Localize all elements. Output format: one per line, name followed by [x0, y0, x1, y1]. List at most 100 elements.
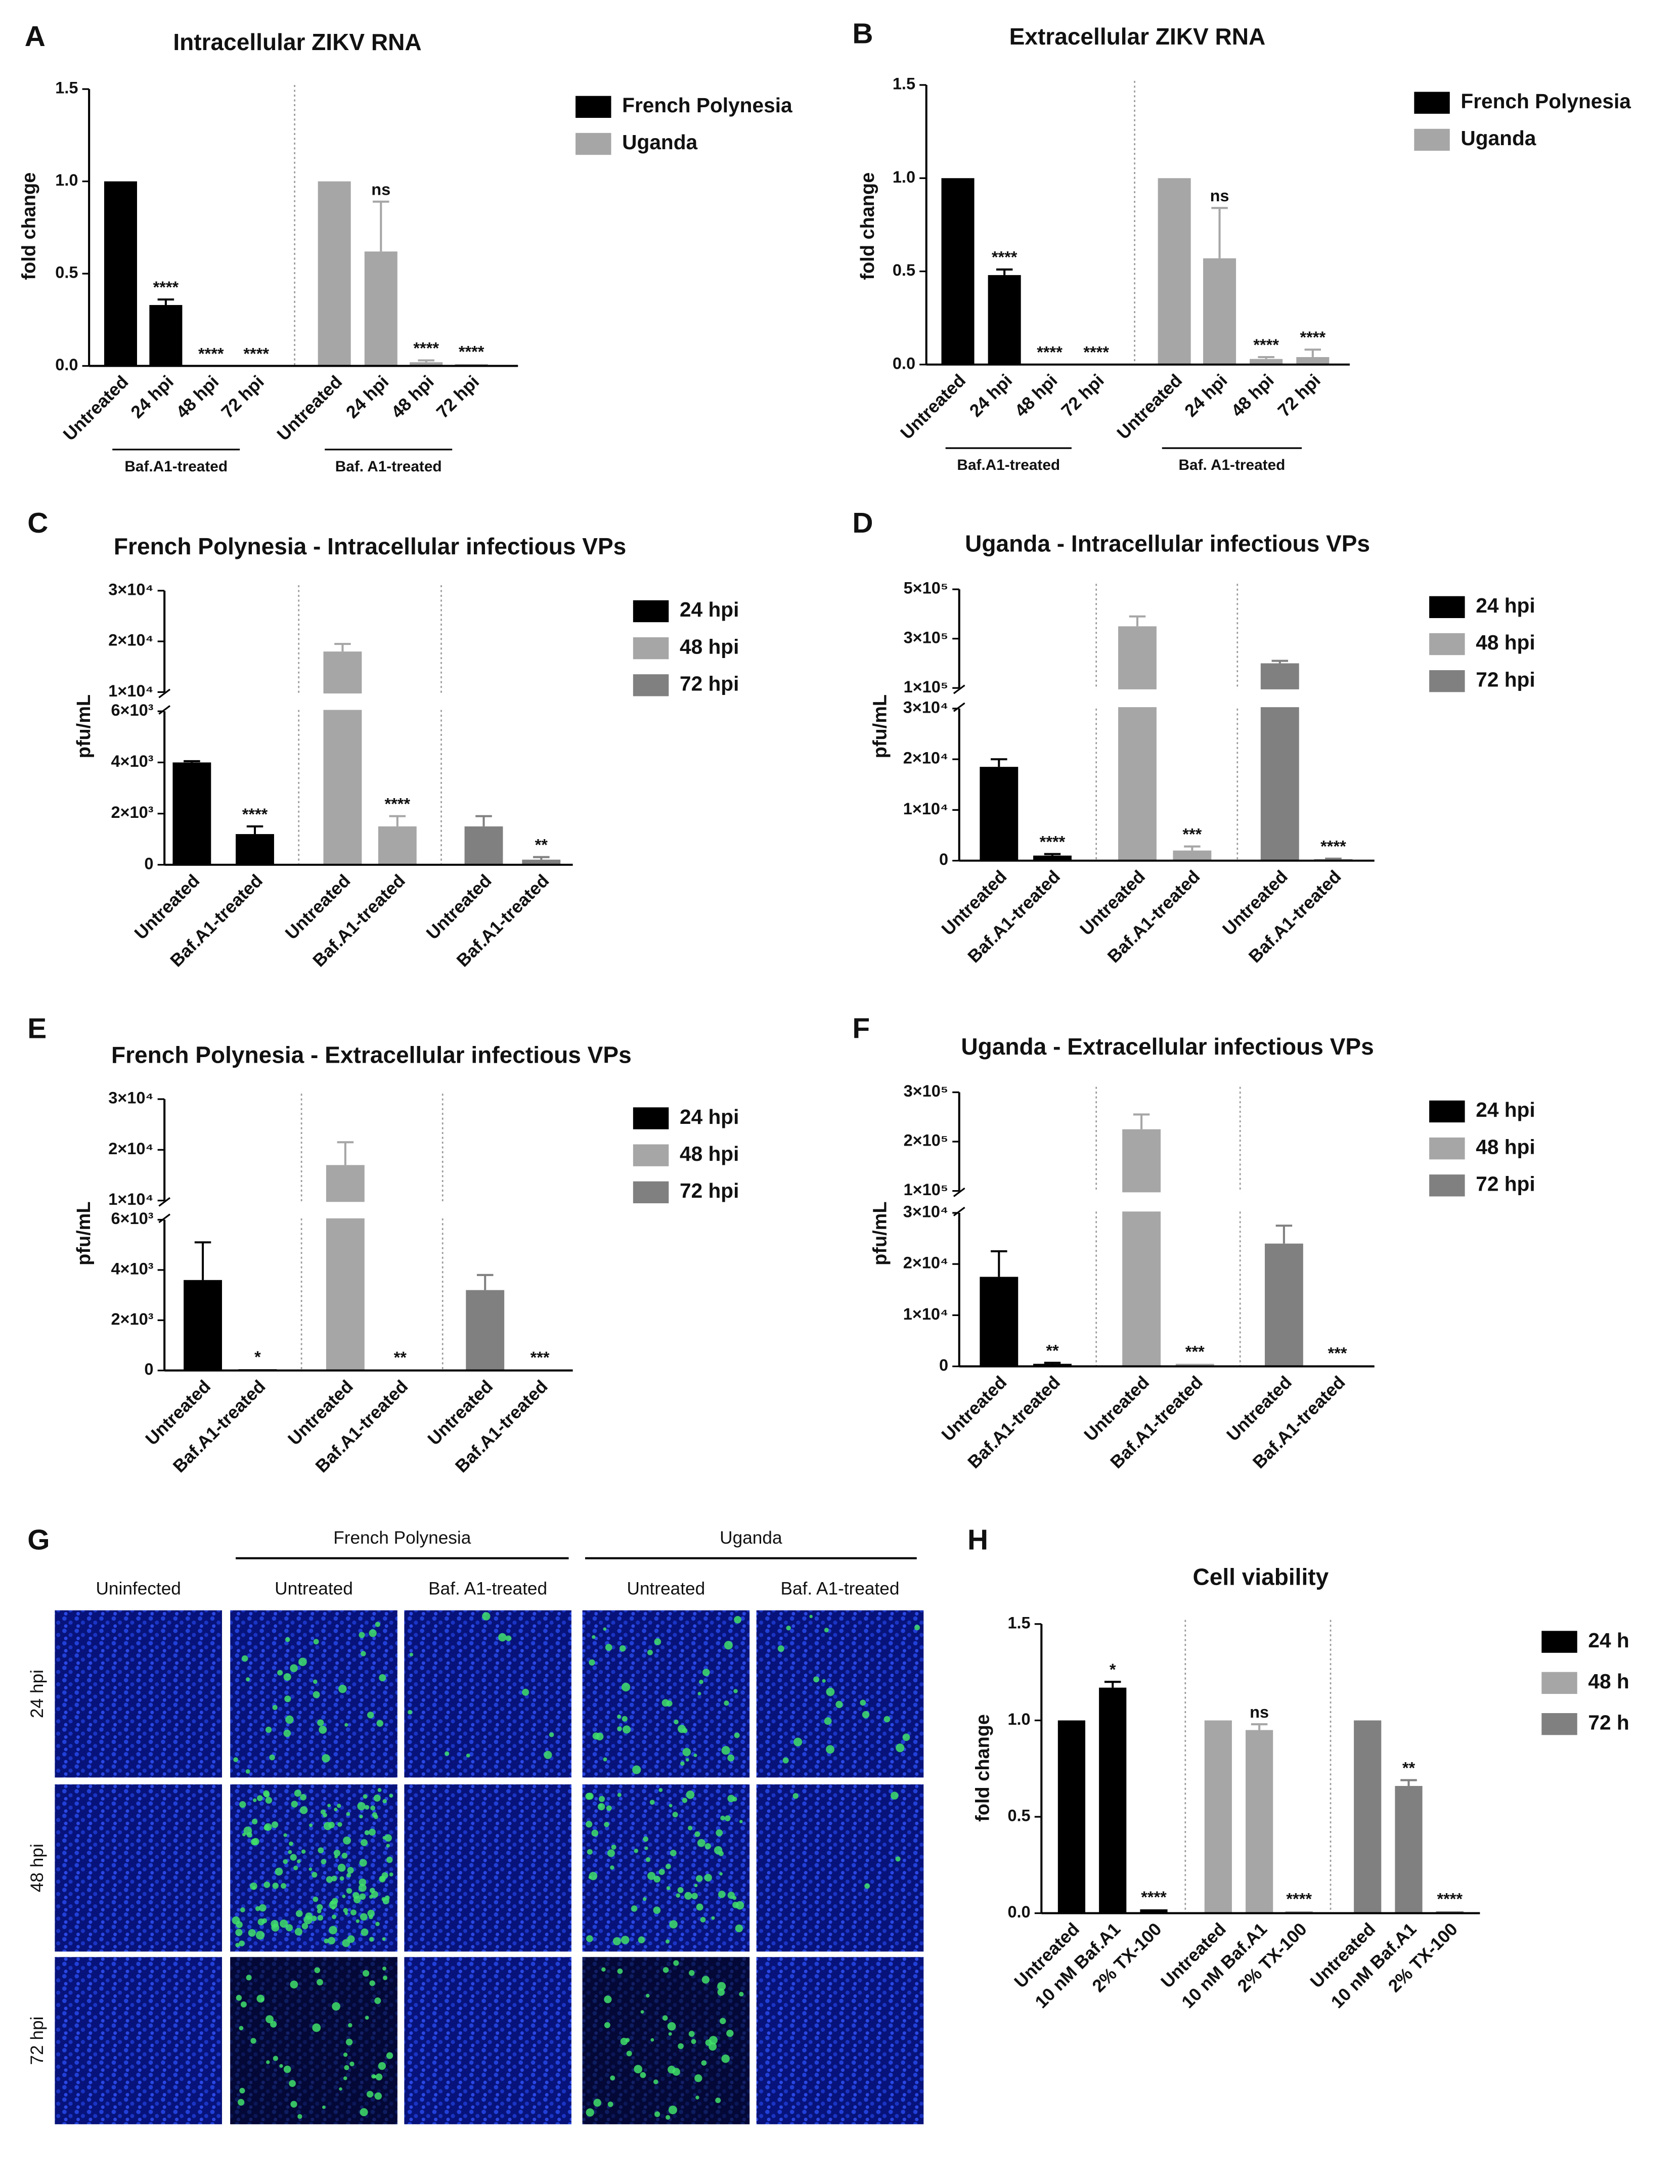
- infected-cell: [250, 1882, 257, 1890]
- y-axis-label: pfu/mL: [73, 1201, 95, 1265]
- legend-swatch: [633, 600, 669, 623]
- infected-cell: [317, 1915, 324, 1921]
- infected-cell: [678, 2043, 684, 2049]
- infected-cell: [313, 1896, 319, 1902]
- infected-cell: [279, 2064, 283, 2068]
- infected-cell: [666, 1886, 671, 1890]
- bar: [364, 251, 397, 366]
- infected-cell: [343, 2052, 348, 2057]
- infected-cell: [711, 1916, 715, 1920]
- infected-cell: [372, 1812, 377, 1818]
- infected-cell: [408, 1710, 413, 1715]
- infected-cell: [342, 1894, 346, 1898]
- bar: [378, 826, 417, 865]
- infected-cell: [587, 1849, 593, 1855]
- bar: [172, 762, 211, 865]
- legend-swatch: [633, 674, 669, 696]
- x-tick-label: Baf.A1-treated: [312, 1376, 412, 1476]
- infected-cell: [669, 1804, 673, 1808]
- y-tick-label: 2×10⁵: [904, 1131, 948, 1150]
- infected-cell: [693, 1754, 697, 1757]
- infected-cell: [593, 2099, 601, 2107]
- infected-cell: [734, 1616, 742, 1624]
- significance-label: ****: [413, 339, 439, 357]
- legend-label: Uganda: [622, 130, 697, 154]
- infected-cell: [314, 1967, 321, 1974]
- significance-label: ****: [1320, 838, 1346, 856]
- infected-cell: [331, 1906, 335, 1910]
- infected-cell: [691, 2039, 696, 2044]
- infected-cell: [283, 1833, 287, 1837]
- infected-cell: [373, 2075, 377, 2078]
- x-tick-label: 72 hpi: [217, 372, 268, 422]
- bracket-label: Baf. A1-treated: [335, 458, 442, 475]
- legend-swatch: [633, 1107, 669, 1129]
- legend-swatch: [1429, 1137, 1465, 1160]
- infected-cell: [592, 1635, 596, 1639]
- legend-label: 48 hpi: [680, 1142, 739, 1165]
- infected-cell: [290, 1664, 298, 1672]
- infected-cell: [360, 1913, 368, 1921]
- micrograph: [756, 1957, 924, 2124]
- infected-cell: [241, 1655, 248, 1662]
- infected-cell: [367, 1712, 374, 1719]
- infected-cell: [375, 1921, 380, 1927]
- group-label: French Polynesia: [333, 1528, 471, 1548]
- infected-cell: [732, 1902, 739, 1908]
- infected-cell: [290, 2101, 297, 2108]
- infected-cell: [313, 1691, 320, 1698]
- infected-cell: [295, 1910, 303, 1917]
- infected-cell: [289, 2080, 296, 2087]
- axis-break-mark: [953, 1206, 965, 1216]
- bar: [988, 275, 1021, 365]
- y-tick-label: 1.0: [1007, 1710, 1030, 1728]
- infected-cell: [595, 1732, 604, 1741]
- infected-cell: [255, 1931, 265, 1940]
- infected-cell: [726, 2029, 734, 2037]
- infected-cell: [914, 1625, 920, 1631]
- infected-cell: [700, 1917, 706, 1923]
- legend-label: 72 hpi: [1476, 1172, 1535, 1196]
- infected-cell: [498, 1633, 507, 1642]
- significance-label: ****: [459, 343, 484, 361]
- infected-cell: [375, 2073, 383, 2081]
- infected-cell: [586, 2108, 594, 2117]
- infected-cell: [343, 2076, 347, 2080]
- y-tick-label: 0.5: [1007, 1807, 1030, 1825]
- infected-cell: [864, 1883, 870, 1889]
- legend-swatch: [1414, 128, 1450, 151]
- infected-cell: [389, 1794, 393, 1798]
- x-tick-label: 24 hpi: [966, 371, 1016, 421]
- infected-cell: [283, 1859, 288, 1864]
- panel-letter: C: [27, 507, 48, 539]
- y-axis-label: pfu/mL: [73, 694, 95, 758]
- infected-cell: [263, 1882, 271, 1888]
- axis-break-mark: [158, 1213, 170, 1224]
- infected-cell: [688, 1825, 693, 1830]
- infected-cell: [365, 1805, 370, 1810]
- infected-cell: [544, 1751, 552, 1759]
- infected-cell: [382, 1975, 388, 1981]
- infected-cell: [617, 1968, 623, 1974]
- bar: [522, 859, 561, 865]
- chart-title: French Polynesia - Intracellular infecti…: [114, 533, 626, 559]
- infected-cell: [585, 1820, 593, 1828]
- infected-cell: [649, 1800, 655, 1805]
- infected-cell: [860, 1699, 866, 1706]
- significance-label: ***: [1185, 1342, 1205, 1361]
- bar: [1033, 1364, 1072, 1367]
- y-tick-label: 2×10³: [111, 1310, 153, 1328]
- infected-cell: [365, 2016, 369, 2020]
- y-tick-label: 2×10³: [111, 803, 153, 821]
- y-tick-label: 3×10⁴: [108, 1089, 153, 1107]
- infected-cell: [239, 2026, 244, 2031]
- y-tick-label: 1×10⁴: [903, 1305, 948, 1323]
- panel-letter: B: [852, 17, 873, 50]
- infected-cell: [386, 1856, 393, 1863]
- infected-cell: [256, 1994, 265, 2003]
- infected-cell: [714, 1846, 723, 1855]
- infected-cell: [792, 1793, 799, 1799]
- infected-cell: [621, 1682, 631, 1692]
- x-tick-label: 72 hpi: [433, 372, 483, 422]
- group-label: Uganda: [720, 1528, 782, 1548]
